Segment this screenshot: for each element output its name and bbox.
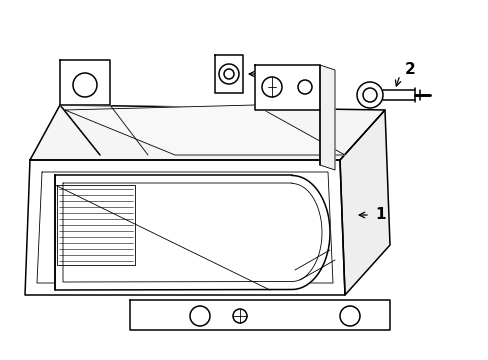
Polygon shape bbox=[30, 105, 384, 160]
Polygon shape bbox=[37, 172, 332, 283]
Polygon shape bbox=[65, 105, 345, 155]
Polygon shape bbox=[339, 110, 389, 295]
Text: 1: 1 bbox=[374, 207, 385, 222]
Polygon shape bbox=[60, 60, 110, 105]
Text: 3: 3 bbox=[267, 67, 278, 81]
Polygon shape bbox=[57, 185, 135, 265]
Polygon shape bbox=[25, 160, 345, 295]
Polygon shape bbox=[319, 65, 334, 170]
Polygon shape bbox=[55, 175, 329, 290]
Polygon shape bbox=[254, 65, 319, 110]
Text: 2: 2 bbox=[404, 63, 415, 77]
Polygon shape bbox=[215, 55, 243, 93]
Polygon shape bbox=[130, 300, 389, 330]
